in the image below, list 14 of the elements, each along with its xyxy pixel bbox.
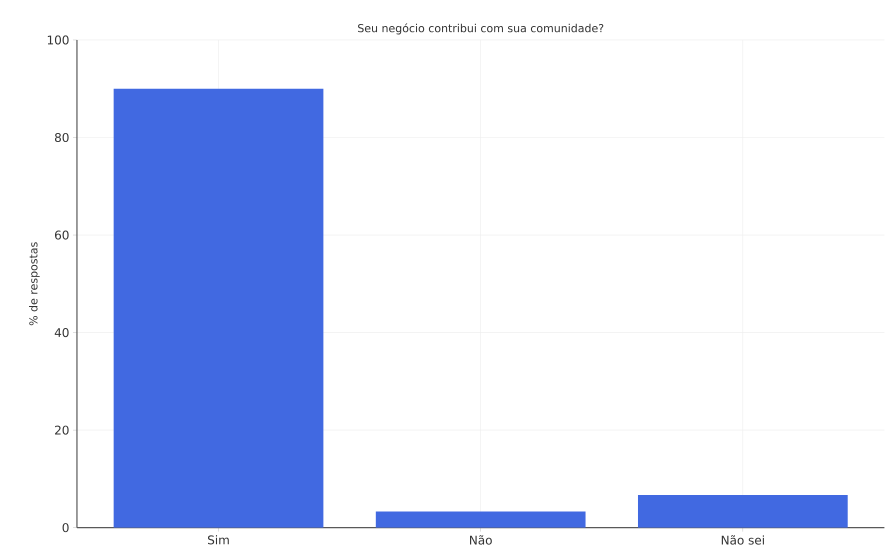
y-tick-label: 80 — [54, 133, 69, 142]
bar — [376, 512, 586, 528]
x-tick-label: Sim — [208, 535, 229, 545]
bar — [638, 495, 848, 528]
y-axis-title: % de respostas — [29, 242, 40, 326]
y-tick-label: 20 — [55, 426, 69, 435]
y-tick-label: 0 — [62, 523, 69, 532]
x-tick-label: Não — [470, 535, 492, 545]
y-tick-label: 60 — [54, 230, 69, 240]
bar — [114, 88, 324, 528]
x-tick-label: Não sei — [722, 535, 764, 545]
y-tick-label: 40 — [54, 328, 69, 338]
y-tick-label: 100 — [48, 36, 69, 45]
chart-title: Seu negócio contribui com sua comunidade? — [358, 24, 604, 35]
